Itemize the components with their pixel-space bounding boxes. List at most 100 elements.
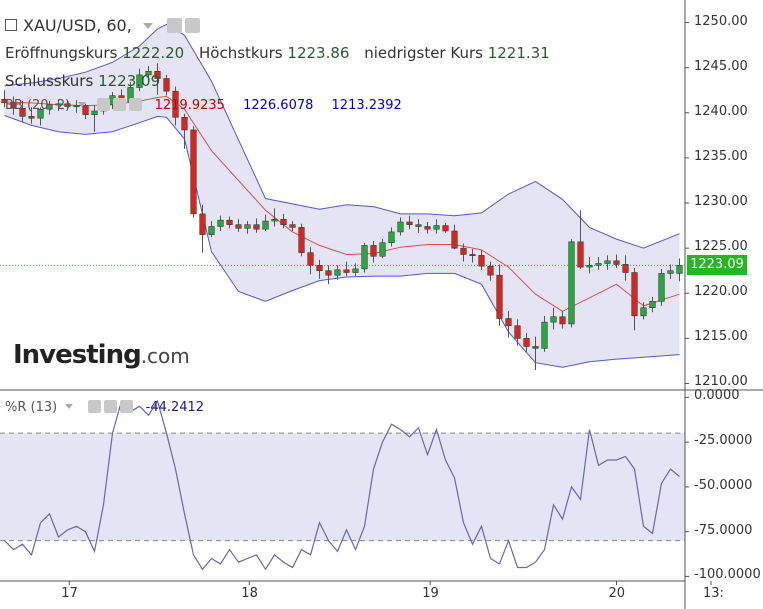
candle xyxy=(262,214,269,231)
dropdown-arrow-icon[interactable] xyxy=(65,404,74,409)
candle xyxy=(604,255,611,270)
candle xyxy=(406,215,413,230)
wr-value: -44.2412 xyxy=(145,400,205,415)
candle xyxy=(64,100,71,110)
candle xyxy=(415,219,422,233)
candle-body xyxy=(172,90,179,118)
open-value: 1222.20 xyxy=(122,44,185,62)
candle-body xyxy=(190,129,197,215)
date-tick-label: 17 xyxy=(61,586,78,601)
investing-logo: Investing.com xyxy=(13,340,190,370)
candle-body xyxy=(532,346,539,349)
candle-body xyxy=(595,263,602,266)
candle-body xyxy=(199,213,206,235)
candle xyxy=(91,105,98,132)
candle xyxy=(46,101,53,115)
candle-body xyxy=(55,103,62,106)
candle-body xyxy=(307,252,314,266)
candle xyxy=(613,254,620,268)
candle xyxy=(442,222,449,233)
candle-body xyxy=(217,219,224,227)
candle-body xyxy=(91,110,98,115)
price-tick-label: 1240.00 xyxy=(694,103,748,119)
bb-upper-value: 1226.6078 xyxy=(243,98,314,113)
close-legend: Schlusskurs 1223.09 xyxy=(5,72,170,90)
candle xyxy=(343,261,350,277)
eye-icon[interactable] xyxy=(97,98,111,111)
candle xyxy=(577,210,584,269)
bb-legend[interactable]: BB (20, 2) 1219.9235 1226.6078 1213.2392 xyxy=(5,98,402,113)
candle-body xyxy=(424,226,431,230)
candle-body xyxy=(577,241,584,268)
candle xyxy=(433,219,440,234)
candle-body xyxy=(676,265,683,274)
brand-name: Investing xyxy=(13,340,142,370)
candle-body xyxy=(379,242,386,257)
candle xyxy=(181,113,188,149)
candle-body xyxy=(37,108,44,119)
gear-icon[interactable] xyxy=(104,400,118,413)
candle-body xyxy=(514,325,521,339)
candle-body xyxy=(145,70,152,76)
wr-band xyxy=(0,433,685,541)
price-tick-label: 1250.00 xyxy=(694,13,748,29)
candle xyxy=(145,65,152,83)
gear-icon[interactable] xyxy=(113,98,127,111)
candle xyxy=(586,257,593,274)
candle xyxy=(550,307,557,330)
candle xyxy=(307,247,314,275)
candle-body xyxy=(640,307,647,317)
close-icon[interactable] xyxy=(120,400,134,413)
candle-body xyxy=(334,269,341,276)
candle xyxy=(595,257,602,270)
candle-body xyxy=(487,265,494,276)
wr-tick-label: -50.0000 xyxy=(694,477,753,493)
candle xyxy=(280,213,287,229)
wr-tick-label: 0.0000 xyxy=(694,388,740,404)
date-tick-label: 19 xyxy=(422,586,439,601)
candle-body xyxy=(226,219,233,225)
candle-body xyxy=(460,247,467,255)
candle-body xyxy=(280,218,287,225)
candle-body xyxy=(523,338,530,347)
collapse-icon[interactable] xyxy=(5,19,17,31)
candle-body xyxy=(586,264,593,268)
candle xyxy=(505,311,512,338)
low-label: niedrigster Kurs xyxy=(364,44,483,62)
eye-icon[interactable] xyxy=(88,400,102,413)
candle xyxy=(298,223,305,257)
open-label: Eröffnungskurs xyxy=(5,44,118,62)
dropdown-arrow-icon[interactable] xyxy=(142,23,153,29)
candle-body xyxy=(289,224,296,228)
bb-middle-value: 1219.9235 xyxy=(154,98,225,113)
bb-name: BB (20, 2) xyxy=(5,98,71,113)
wr-legend[interactable]: %R (13) -44.2412 xyxy=(5,400,204,415)
candle-body xyxy=(64,103,71,107)
candle-body xyxy=(316,264,323,271)
candle xyxy=(496,264,503,326)
candle xyxy=(352,263,359,277)
symbol-legend[interactable]: XAU/USD, 60, xyxy=(5,16,200,35)
eye-icon[interactable] xyxy=(167,18,182,33)
gear-icon[interactable] xyxy=(185,18,200,33)
candle xyxy=(154,63,161,95)
candle xyxy=(460,243,467,262)
candle xyxy=(190,126,197,218)
candle xyxy=(253,218,260,233)
candle-body xyxy=(154,70,161,79)
close-icon[interactable] xyxy=(129,98,143,111)
candle-body xyxy=(244,224,251,229)
candle xyxy=(478,249,485,270)
candle xyxy=(676,258,683,282)
candle-body xyxy=(568,241,575,325)
candle xyxy=(37,107,44,126)
candle xyxy=(541,315,548,352)
dropdown-arrow-icon[interactable] xyxy=(78,102,87,107)
candle-body xyxy=(415,224,422,227)
candle xyxy=(649,296,656,313)
candle xyxy=(658,268,665,306)
candle xyxy=(424,221,431,234)
price-tick-label: 1235.00 xyxy=(694,148,748,164)
candle xyxy=(10,96,17,115)
high-label: Höchstkurs xyxy=(199,44,283,62)
